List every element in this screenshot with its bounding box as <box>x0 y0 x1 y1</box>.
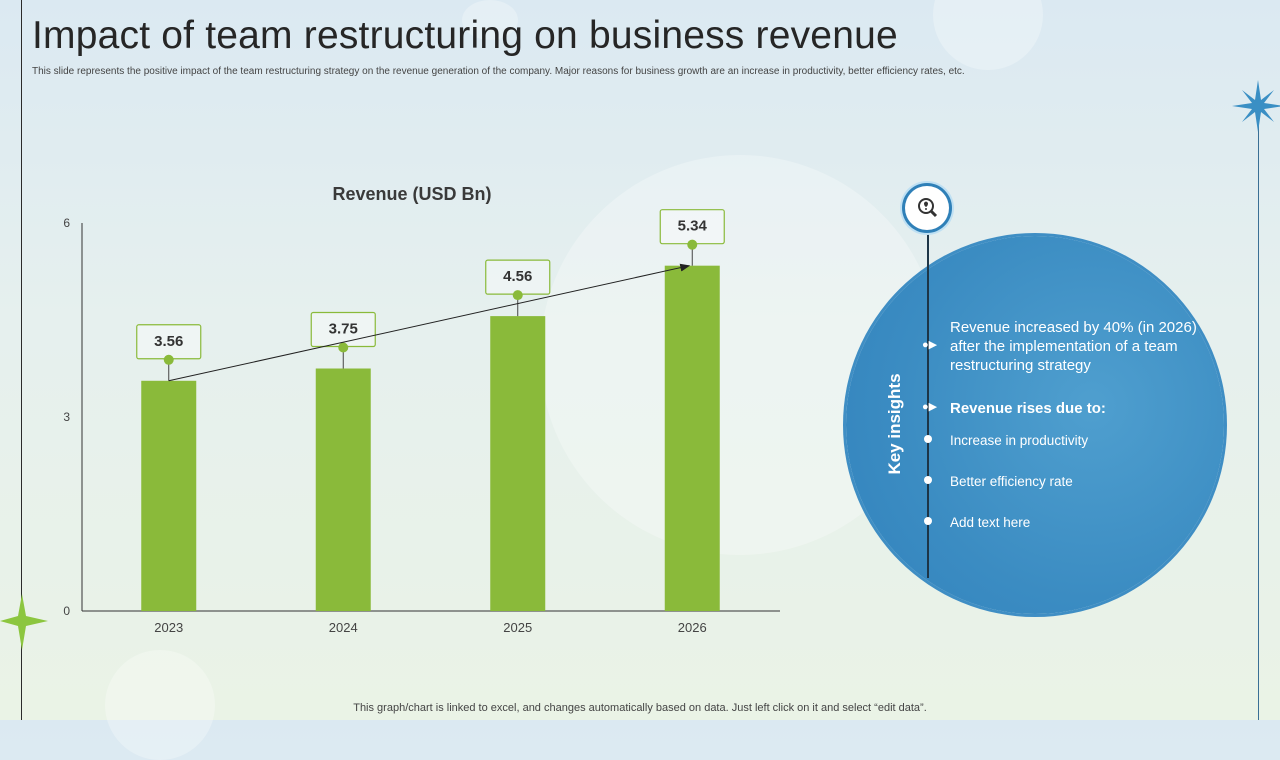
bar-2023[interactable] <box>141 380 197 611</box>
background-circle-top <box>933 0 1043 70</box>
green-star-icon <box>0 594 48 650</box>
y-tick-label: 3 <box>63 410 70 424</box>
chart-title: Revenue (USD Bn) <box>332 184 491 204</box>
insight-icon-badge <box>900 181 954 235</box>
key-insights-heading: Key insights <box>885 373 904 475</box>
insight-item: Better efficiency rate <box>950 474 1073 489</box>
label-marker-dot <box>687 239 698 250</box>
bullet-arrow-icon: ●▶ <box>922 339 938 351</box>
x-tick-label: 2023 <box>154 620 183 635</box>
label-marker-dot <box>163 354 174 365</box>
y-tick-label: 6 <box>63 216 70 230</box>
lightbulb-magnifier-icon <box>905 186 949 230</box>
bullet-arrow-icon: ●▶ <box>922 401 938 413</box>
bullet-dot-icon <box>924 476 932 484</box>
bullet-dot-icon <box>924 435 932 443</box>
insight-reasons-heading: Revenue rises due to: <box>950 400 1106 417</box>
insight-main-text: Revenue increased by 40% (in 2026) after… <box>950 319 1197 374</box>
footer-note: This graph/chart is linked to excel, and… <box>353 702 927 714</box>
label-marker-dot <box>338 342 349 353</box>
page-subtitle: This slide represents the positive impac… <box>32 66 965 77</box>
x-tick-label: 2025 <box>503 620 532 635</box>
page-title: Impact of team restructuring on business… <box>32 14 898 57</box>
data-label: 3.56 <box>154 333 183 350</box>
blue-star-icon <box>1232 80 1280 132</box>
data-label: 5.34 <box>678 218 708 235</box>
bar-2024[interactable] <box>315 368 371 612</box>
background-circle-top-small <box>462 0 518 40</box>
label-marker-dot <box>512 290 523 301</box>
bar-2026[interactable] <box>664 265 720 611</box>
insight-item: Increase in productivity <box>950 433 1089 448</box>
bar-2025[interactable] <box>490 316 546 611</box>
data-label: 3.75 <box>329 321 358 338</box>
y-tick-label: 0 <box>63 604 70 618</box>
insight-item: Add text here <box>950 515 1031 530</box>
revenue-chart[interactable]: Revenue (USD Bn) 0 3 6 2023 2024 2025 2026 3.5… <box>0 170 800 650</box>
right-vertical-line <box>1258 105 1259 720</box>
left-vertical-line <box>21 0 22 720</box>
key-insights-panel <box>846 236 1224 614</box>
x-tick-label: 2026 <box>678 620 707 635</box>
data-label: 4.56 <box>503 268 532 285</box>
insight-timeline-line <box>927 232 929 578</box>
x-tick-label: 2024 <box>329 620 358 635</box>
bullet-dot-icon <box>924 517 932 525</box>
trend-arrow <box>168 263 691 382</box>
